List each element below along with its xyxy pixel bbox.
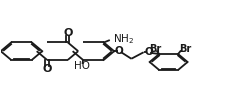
Text: NH$_2$: NH$_2$ [112, 32, 133, 46]
Text: O: O [144, 47, 152, 57]
Text: HO: HO [74, 61, 90, 71]
Text: Br: Br [178, 44, 190, 54]
Text: O: O [42, 64, 52, 74]
Text: O: O [63, 28, 72, 38]
Text: O: O [114, 46, 123, 56]
Text: Br: Br [148, 44, 161, 54]
